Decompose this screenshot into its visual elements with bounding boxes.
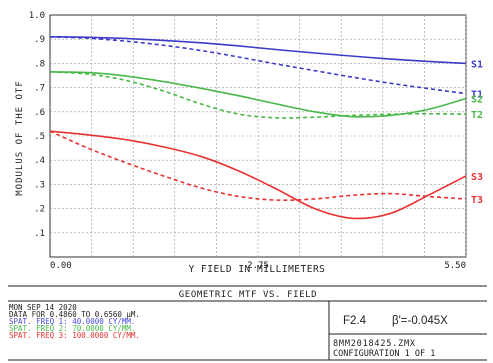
series-label-t3: T3: [471, 195, 483, 206]
series-label-t1: T1: [471, 90, 483, 101]
series-line-t2: [49, 71, 467, 119]
series-label-s2: S2: [471, 94, 483, 105]
chart-title: GEOMETRIC MTF VS. FIELD: [179, 290, 317, 300]
x-axis-label: Y FIELD IN MILLIMETERS: [189, 264, 326, 275]
x-tick-labels: 0.00 2.75 5.50: [50, 261, 466, 271]
series-line-t3: [49, 130, 467, 202]
y-tick-labels: .1 .2 .3 .4 .5 .6 .7 .8 .9 1.0: [29, 11, 45, 239]
data-range-text: DATA FOR 0.4860 TO 0.6560 µM.: [9, 310, 140, 319]
series-label-s3: S3: [471, 172, 483, 183]
plot-curves: [49, 35, 467, 220]
spatial-frequency-1: SPAT. FREQ 1: 40.0000 CY/MM.: [9, 317, 135, 326]
y-axis-label: MODULUS OF THE OTF: [15, 80, 25, 196]
info-panel: GEOMETRIC MTF VS. FIELD MON SEP 14 2020 …: [8, 285, 487, 361]
magnification-text: β'=-0.045X: [392, 315, 448, 327]
spatial-frequency-2: SPAT. FREQ 2: 70.0000 CY/MM.: [9, 324, 135, 333]
series-label-t2: T2: [471, 110, 483, 121]
x-tick-label: 2.75: [247, 261, 269, 271]
series-line-s1: [49, 35, 467, 65]
y-tick-label: .4: [34, 156, 45, 166]
f-number-text: F2.4: [343, 315, 367, 327]
y-tick-label: .2: [34, 205, 45, 215]
spatial-frequency-3: SPAT. FREQ 3: 100.0000 CY/MM.: [9, 331, 140, 340]
configuration-text: CONFIGURATION 1 OF 1: [333, 349, 435, 359]
series-label-s1: S1: [471, 59, 483, 70]
y-tick-label: .6: [34, 108, 45, 118]
y-tick-label: .1: [34, 229, 45, 239]
date-text: MON SEP 14 2020: [9, 303, 77, 312]
plot-grid: [49, 14, 467, 258]
x-tick-label: 5.50: [444, 261, 466, 271]
series-line-t1: [49, 35, 467, 95]
y-tick-label: .7: [34, 84, 45, 94]
series-line-s3: [49, 130, 467, 220]
y-tick-label: .3: [34, 180, 45, 190]
series-line-s2: [49, 71, 467, 118]
x-tick-label: 0.00: [50, 261, 72, 271]
y-tick-label: .8: [34, 59, 45, 69]
y-tick-label: 1.0: [29, 11, 45, 21]
y-tick-label: .5: [34, 132, 45, 142]
file-name-text: 8MM2018425.ZMX: [333, 339, 416, 349]
y-tick-label: .9: [34, 35, 45, 45]
